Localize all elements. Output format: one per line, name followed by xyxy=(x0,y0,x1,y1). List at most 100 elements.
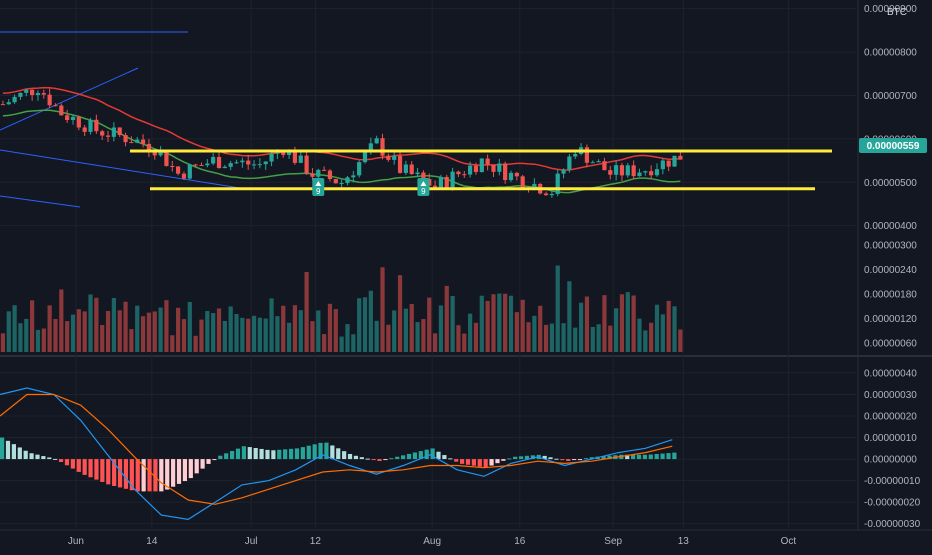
macd-histogram-bar xyxy=(347,453,353,460)
volume-bar xyxy=(602,295,607,352)
macd-histogram-bar xyxy=(577,459,583,461)
candle-body xyxy=(543,193,549,196)
candle-body xyxy=(625,165,630,176)
candle-body xyxy=(257,164,262,166)
volume-bar xyxy=(637,318,642,352)
volume-bar xyxy=(351,334,356,352)
macd-histogram-bar xyxy=(513,456,518,460)
volume-bar xyxy=(0,333,6,352)
volume-bar xyxy=(35,329,41,352)
macd-histogram-bar xyxy=(265,449,270,460)
candle-body xyxy=(222,166,227,169)
candle-body xyxy=(135,139,140,143)
candle-body xyxy=(549,194,554,196)
volume-bar xyxy=(246,318,251,352)
volume-bar xyxy=(386,324,391,352)
candle-body xyxy=(59,105,64,116)
macd-histogram-bar xyxy=(630,454,636,460)
volume-bar xyxy=(176,307,181,352)
horizontal-levels[interactable] xyxy=(130,149,832,191)
signal-marker[interactable] xyxy=(417,178,430,196)
price-tick-label: 0.00000900 xyxy=(864,4,917,15)
trend-line[interactable] xyxy=(0,67,139,131)
volume-bar xyxy=(123,301,128,352)
volume-bar xyxy=(240,317,245,352)
macd-histogram-bar xyxy=(241,446,246,460)
trend-line[interactable] xyxy=(0,195,81,208)
candle-body xyxy=(561,169,566,174)
volume-bar xyxy=(228,306,233,352)
candle-body xyxy=(322,169,327,171)
macd-histogram-bar xyxy=(412,452,418,460)
candle-body xyxy=(508,172,514,181)
macd-histogram-bar xyxy=(389,458,394,460)
candle-body xyxy=(397,155,403,173)
macd-histogram-bar xyxy=(507,458,512,460)
macd-histogram-bar xyxy=(548,457,553,460)
macd-histogram-bar xyxy=(247,447,252,460)
volume-bar xyxy=(403,308,408,352)
volume-bar xyxy=(456,325,461,352)
macd-histogram-bar xyxy=(342,451,347,460)
candle-body xyxy=(503,163,508,181)
macd-histogram-bar xyxy=(654,454,659,460)
macd-histogram-bar xyxy=(371,459,376,461)
candle-body xyxy=(380,138,385,156)
candle-body xyxy=(129,142,134,144)
price-badge: 0.00000559 xyxy=(859,138,927,153)
macd-histogram-bar xyxy=(212,459,217,461)
candle-body xyxy=(304,155,309,174)
candle-body xyxy=(614,165,619,175)
macd-histogram-bar xyxy=(560,459,565,461)
candle-body xyxy=(310,173,315,177)
price-tick-label: 0.00000700 xyxy=(864,91,917,102)
macd-histogram-bar xyxy=(636,454,642,460)
trend-line[interactable] xyxy=(0,149,241,189)
macd-histogram-bar xyxy=(206,459,211,464)
price-axis-labels[interactable]: 0.000009000.000008000.000007000.00000600… xyxy=(864,4,921,530)
macd-histogram-bar xyxy=(0,437,5,460)
macd-histogram-bar xyxy=(11,444,16,460)
signal-marker[interactable] xyxy=(312,178,325,196)
volume-bar xyxy=(281,305,286,352)
volume-bar xyxy=(666,300,671,352)
macd-histogram-bar xyxy=(395,456,400,460)
macd-histogram-bar xyxy=(401,455,406,460)
macd-histogram-bar xyxy=(229,450,235,460)
candle-body xyxy=(584,147,590,163)
volume-bar xyxy=(76,309,81,352)
candle-body xyxy=(672,155,677,167)
volume-bar xyxy=(526,322,531,352)
macd-histogram-bar xyxy=(448,458,453,460)
volume-bar xyxy=(497,293,502,352)
candle-body xyxy=(211,156,216,164)
price-badge-bg xyxy=(859,138,927,153)
macd-histogram-bar xyxy=(112,459,117,486)
volume-bar xyxy=(631,295,636,352)
candle-body xyxy=(65,115,70,121)
candle-body xyxy=(438,176,444,188)
volume-bar xyxy=(316,310,321,352)
volume-bar xyxy=(514,312,519,352)
macd-tick-label: -0.00000030 xyxy=(864,519,921,530)
candle-body xyxy=(216,156,222,169)
volume-bar xyxy=(193,335,198,352)
candles xyxy=(0,88,683,198)
candle-body xyxy=(269,153,274,162)
candle-body xyxy=(468,165,473,175)
volume-bar xyxy=(649,322,654,352)
time-axis-labels[interactable]: Jun 14 Jul 12 Aug 16 Sep 13 Oct xyxy=(68,536,797,547)
macd-histogram-bar xyxy=(330,445,335,460)
macd-histogram-bar xyxy=(218,455,223,460)
candle-body xyxy=(327,170,333,180)
macd-tick-label: -0.00000020 xyxy=(864,498,921,509)
volume-bar xyxy=(444,285,449,352)
macd-histogram-bar xyxy=(41,456,46,460)
macd-histogram-bar xyxy=(129,459,134,491)
macd-histogram-bar xyxy=(471,459,476,466)
trend-channel[interactable] xyxy=(0,31,241,208)
macd-tick-label: 0.00000030 xyxy=(864,390,917,401)
